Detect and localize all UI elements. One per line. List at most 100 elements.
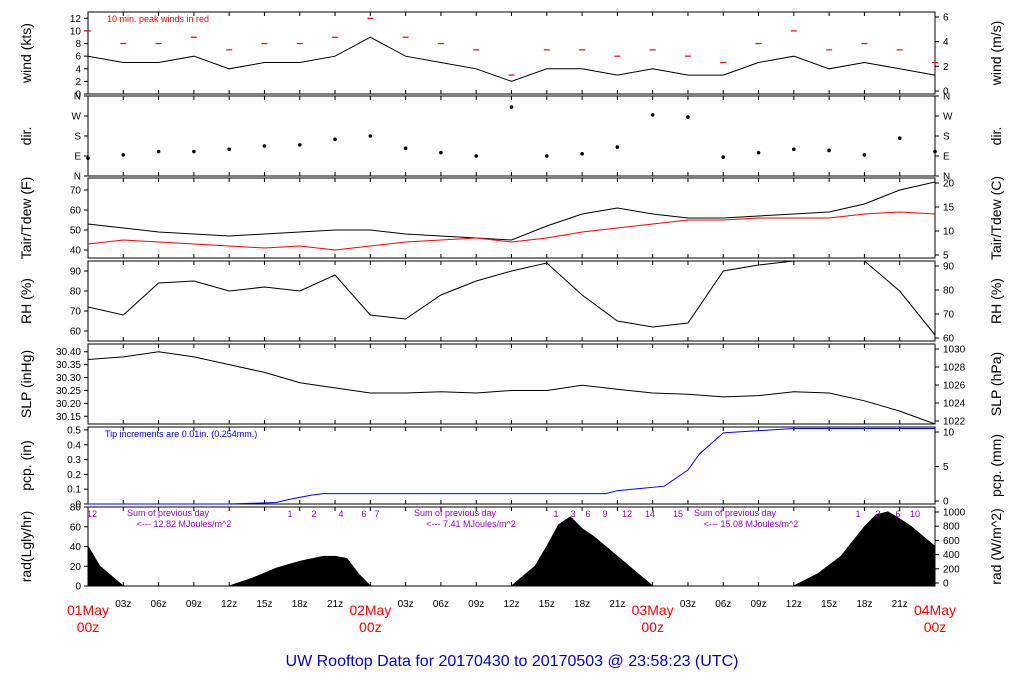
direction-point <box>933 149 937 154</box>
y-tick-label-right: 1024 <box>943 399 966 410</box>
y-tick-label-right: 1022 <box>943 417 966 428</box>
y-tick-label-left: 4 <box>75 64 81 75</box>
y-tick-label-left: 30.40 <box>56 347 81 358</box>
x-tick-label: 12z <box>503 599 519 610</box>
x-tick-label: 15z <box>821 599 837 610</box>
radiation-note-value: <--- 15.08 MJoules/m^2 <box>704 519 799 529</box>
y-tick-label-right: E <box>943 152 950 163</box>
x-tick-label: 21z <box>327 599 343 610</box>
y-tick-label-left: 0.3 <box>67 455 81 466</box>
y-tick-label-right: 200 <box>943 564 960 575</box>
x-tick-label: 21z <box>609 599 625 610</box>
direction-point <box>297 143 302 147</box>
direction-point <box>227 147 231 152</box>
series-line-tdew-f- <box>87 211 936 251</box>
day-label-date: 03May <box>632 602 674 618</box>
y-tick-label-left: W <box>72 112 82 123</box>
day-label-time: 00z <box>77 619 100 635</box>
y-tick-label-right: 1028 <box>943 363 966 374</box>
y-tick-label-right: 20 <box>943 179 955 190</box>
direction-point <box>262 144 267 148</box>
y-axis-title-right: wind (m/s) <box>988 21 1004 87</box>
y-tick-label-right: 90 <box>943 262 955 273</box>
x-tick-label: 09z <box>186 599 202 610</box>
y-axis-title-left: Tair/Tdew (F) <box>18 177 34 259</box>
y-tick-label-left: 90 <box>70 267 82 278</box>
radiation-note-value: <--- 7.41 MJoules/m^2 <box>426 519 516 529</box>
x-tick-label: 18z <box>574 599 590 610</box>
y-axis-title-left: wind (kts) <box>18 23 34 84</box>
radiation-hour-marker: 12 <box>622 509 632 519</box>
direction-point <box>792 147 796 152</box>
y-axis-title-left: SLP (inHg) <box>18 350 34 418</box>
y-tick-label-left: N <box>74 172 81 183</box>
radiation-note-value: <--- 12.82 MJoules/m^2 <box>137 519 232 529</box>
x-tick-label: 03z <box>680 599 696 610</box>
y-tick-label-left: 30.25 <box>56 386 81 397</box>
direction-point <box>862 153 867 157</box>
y-tick-label-left: 40 <box>70 542 82 553</box>
y-tick-label-right: 6 <box>943 13 949 24</box>
day-label-date: 02May <box>349 602 391 618</box>
y-tick-label-left: S <box>74 132 81 143</box>
y-tick-label-right: S <box>943 132 950 143</box>
x-tick-label: 21z <box>892 599 908 610</box>
x-tick-label: 03z <box>115 599 131 610</box>
y-tick-label-right: 5 <box>943 251 949 262</box>
day-label-date: 01May <box>67 602 109 618</box>
series-line-wind-speed-kts- <box>87 36 936 82</box>
direction-point <box>686 115 690 119</box>
y-tick-label-right: 800 <box>943 522 960 533</box>
panel-frame <box>87 260 936 342</box>
y-tick-label-left: 80 <box>70 503 82 514</box>
y-tick-label-left: 60 <box>70 522 82 533</box>
y-tick-label-right: 0 <box>943 497 949 508</box>
day-label-time: 00z <box>359 619 382 635</box>
y-tick-label-right: 1026 <box>943 381 966 392</box>
y-tick-label-right: 15 <box>943 203 955 214</box>
radiation-hour-marker: 3 <box>570 509 575 519</box>
radiation-hour-marker: 14 <box>645 509 655 519</box>
y-tick-label-left: 20 <box>70 562 82 573</box>
y-axis-title-right: Tair/Tdew (C) <box>988 176 1004 260</box>
x-tick-label: 06z <box>151 599 167 610</box>
y-tick-label-left: 0 <box>75 90 81 101</box>
y-tick-label-left: 30.20 <box>56 399 81 410</box>
x-tick-label: 09z <box>468 599 484 610</box>
radiation-hour-marker: 1 <box>287 509 292 519</box>
series-line-relative-humidity- <box>87 260 936 336</box>
y-tick-label-right: N <box>943 172 950 183</box>
y-tick-label-right: 0 <box>943 87 949 98</box>
radiation-hour-marker: 9 <box>602 509 607 519</box>
day-label-time: 00z <box>641 619 664 635</box>
direction-point <box>721 155 726 159</box>
panel-temperature: 40 50 60 70 5 10 15 20 Tair/Tdew (F) Tair/Tdew (C… <box>18 176 1004 262</box>
x-tick-label: 06z <box>433 599 449 610</box>
series-line-accumulated-precipitation-in- <box>88 428 935 505</box>
radiation-hour-marker: 6 <box>585 509 590 519</box>
y-axis-title-right: pcp. (mm) <box>988 434 1004 497</box>
y-axis-title-right: rad (W/m^2) <box>988 508 1004 585</box>
direction-point <box>403 146 408 151</box>
y-tick-label-right: 10 <box>943 227 955 238</box>
y-tick-label-left: 0 <box>75 500 81 511</box>
y-tick-label-left: 60 <box>70 206 82 217</box>
x-tick-label: 12z <box>786 599 802 610</box>
y-tick-label-right: 2 <box>943 62 949 73</box>
y-tick-label-left: 0.2 <box>67 470 81 481</box>
y-tick-label-left: 2 <box>75 77 81 88</box>
series-line-sea-level-pressure-inhg- <box>87 351 936 425</box>
y-tick-label-right: W <box>943 112 953 123</box>
y-tick-label-right: 1000 <box>943 508 966 519</box>
x-tick-label: 09z <box>750 599 766 610</box>
y-axis-title-left: RH (%) <box>18 278 34 324</box>
y-axis-title-right: RH (%) <box>988 278 1004 324</box>
y-tick-label-right: 5 <box>943 462 949 473</box>
y-tick-label-left: 6 <box>75 52 81 63</box>
x-tick-label: 03z <box>398 599 414 610</box>
direction-point <box>615 145 620 149</box>
